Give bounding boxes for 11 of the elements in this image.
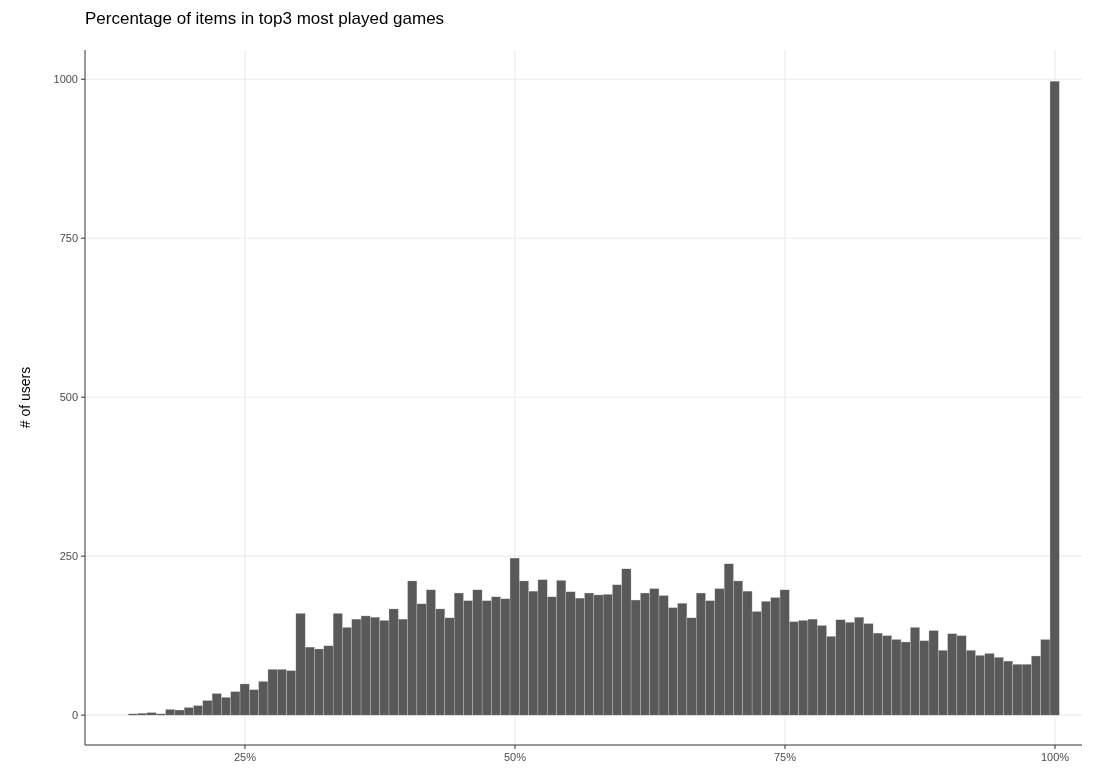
- y-tick-label: 0: [71, 709, 78, 722]
- x-tick-label: 25%: [233, 751, 257, 763]
- y-tick-label: 750: [59, 232, 78, 245]
- y-axis-title: # of users: [17, 366, 33, 429]
- x-tick-label: 100%: [1040, 751, 1070, 763]
- chart-title: Percentage of items in top3 most played games: [85, 9, 445, 28]
- y-tick-label: 250: [59, 550, 78, 563]
- x-tick-label: 50%: [503, 751, 527, 763]
- x-tick-label: 75%: [773, 751, 797, 763]
- y-tick-label: 500: [59, 391, 78, 404]
- y-tick-label: 1000: [53, 73, 78, 86]
